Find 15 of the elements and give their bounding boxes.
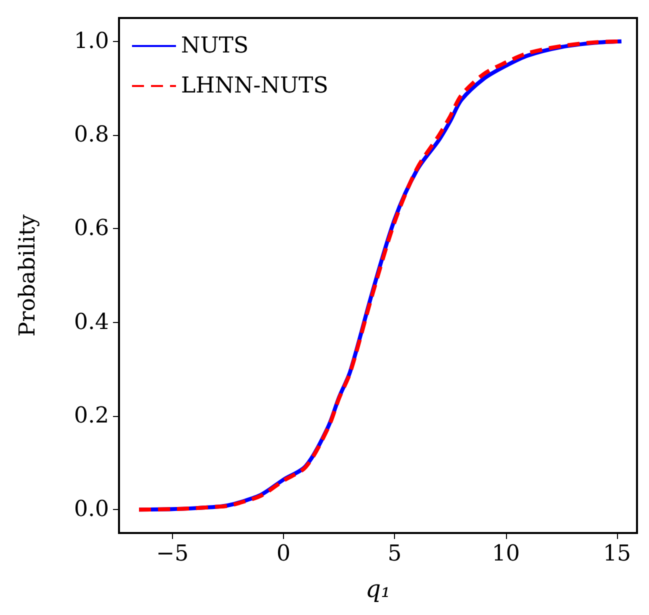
y-tick-label: 0.2 <box>74 403 109 428</box>
y-tick-label: 0.8 <box>74 122 109 148</box>
x-axis-title: q₁ <box>366 575 390 603</box>
x-tick-label: 10 <box>492 542 520 566</box>
x-tick-label: 5 <box>388 542 402 566</box>
y-tick-label: 0.4 <box>74 310 109 335</box>
y-axis-title: Probability <box>16 214 40 337</box>
x-tick-label: −5 <box>156 542 189 566</box>
legend-label: NUTS <box>181 34 249 58</box>
x-tick-label: 0 <box>276 542 291 566</box>
y-tick-label: 0.0 <box>74 497 109 522</box>
x-tick-label: 15 <box>602 542 631 566</box>
y-tick-label: 0.6 <box>74 216 109 242</box>
y-tick-label: 1.0 <box>74 28 109 54</box>
legend-label: LHNN-NUTS <box>181 74 328 98</box>
